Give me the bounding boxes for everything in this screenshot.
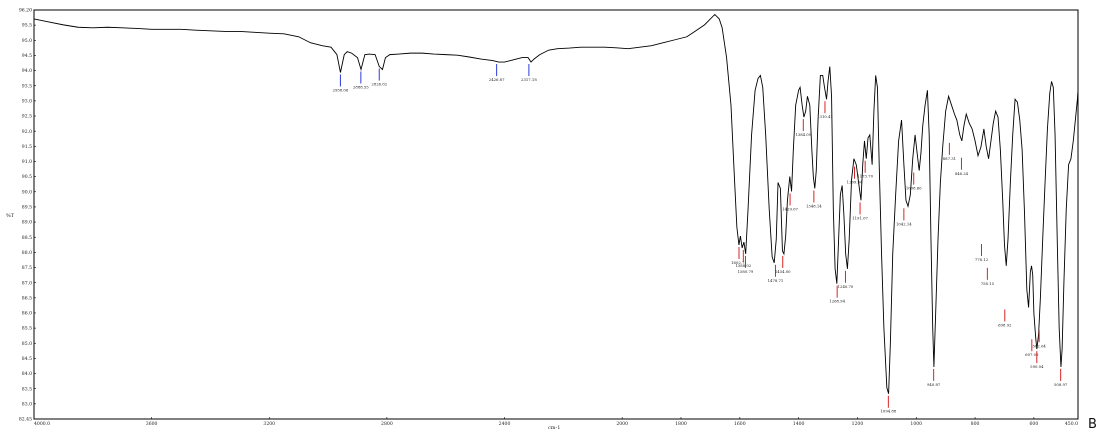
peak-label: 1429.07 [782,206,798,211]
x-tick-label: 1200 [852,421,864,427]
y-tick-label: 93.0 [22,98,32,104]
x-tick-label: 800 [971,421,980,427]
peak-label: 2826.02 [371,82,387,87]
x-axis-title: cm-1 [548,425,560,431]
peak-label: 1602.71 [731,260,747,265]
peak-label: 1094.88 [880,409,896,414]
y-axis-title: %T [6,213,15,219]
peak-label: 590.04 [1030,364,1044,369]
y-tick-label: 84.5 [22,356,32,362]
y-tick-label: 85.5 [22,326,32,332]
peak-label: 698.92 [998,322,1012,327]
x-tick-label: 3200 [263,421,275,427]
y-tick-label: 86.0 [22,311,32,317]
peak-label: 607.06 [1025,352,1039,357]
y-tick-label: 93.5 [22,83,32,89]
peak-label: 846.24 [955,171,969,176]
peak-label: 1209.94 [847,180,863,185]
y-tick-label: 86.5 [22,295,32,301]
x-tick-label: 1800 [675,421,687,427]
panel-label: B [1088,417,1097,432]
peak-label: 2317.18 [521,77,537,82]
peak-label: 1478.71 [768,278,784,283]
peak-label: 1268.94 [829,299,845,304]
x-tick-label: 600 [1029,421,1038,427]
y-tick-label: 88.0 [22,250,32,256]
y-tick-label: 89.0 [22,220,32,226]
y-tick-label: 91.5 [22,144,32,150]
x-tick-label: 2000 [616,421,628,427]
peak-label: 1588.02 [735,263,751,268]
peak-label: 1384.09 [795,132,811,137]
peak-label: 1454.00 [775,269,791,274]
peak-label: 1042.14 [896,221,912,226]
peak-label: 1348.14 [806,203,822,208]
peak-label: 508.97 [1054,382,1068,387]
y-tick-label: 92.5 [22,114,32,120]
peak-label: 778.12 [975,257,989,262]
peak-label: 1191.07 [852,215,868,220]
y-tick-label: 83.0 [22,401,32,407]
plot-area[interactable] [33,9,1079,420]
peak-label: 2426.87 [489,77,505,82]
y-tick-label: 83.5 [22,386,32,392]
peak-label: 2958.06 [333,87,349,92]
y-tick-label: 88.5 [22,235,32,241]
x-tick-label: 4000.0 [34,421,50,427]
x-tick-label: 1000 [910,421,922,427]
y-tick-label: 96.20 [19,8,32,14]
peak-label: 758.15 [981,281,995,286]
x-axis: 4000.0 3600 3200 2800 2400 2000 1800 1600 1400 12… [33,417,1079,427]
x-tick-label: 1600 [734,421,746,427]
x-tick-label: 2800 [381,421,393,427]
peak-label: 1008.60 [906,186,922,191]
peak-label: 2888.55 [353,84,369,89]
y-tick-label: 84.0 [22,371,32,377]
peak-label: 1240.70 [838,284,854,289]
y-tick-label: 90.5 [22,174,32,180]
peak-label: 887.31 [943,156,956,161]
peak-label: 1310.41 [817,114,833,119]
y-tick-label: 94.0 [22,68,32,74]
y-tick-label: 82.45 [19,417,32,423]
y-tick-label: 85.0 [22,341,32,347]
x-tick-label: 3600 [146,421,158,427]
x-tick-label: 1400 [793,421,805,427]
y-tick-label: 95.0 [22,38,32,44]
y-axis: 96.20 95.5 95.0 94.5 94.0 93.5 93.0 92.5 92.0 91.… [19,8,36,423]
y-tick-label: 87.5 [22,265,32,271]
peak-label: 1580.79 [738,269,754,274]
peak-label: 940.87 [927,382,941,387]
x-tick-label: 450.0 [1065,421,1078,427]
y-tick-label: 91.0 [22,159,32,165]
y-tick-label: 94.5 [22,53,32,59]
y-tick-label: 90.0 [22,189,32,195]
y-tick-label: 92.0 [22,129,32,135]
y-tick-label: 87.0 [22,280,32,286]
peak-label: 1173.70 [857,174,873,179]
peak-label: 582.04 [1033,343,1047,348]
y-tick-label: 95.5 [22,23,32,29]
x-tick-label: 2400 [499,421,511,427]
spectrum-trace[interactable] [33,13,1079,394]
y-tick-label: 89.5 [22,205,32,211]
